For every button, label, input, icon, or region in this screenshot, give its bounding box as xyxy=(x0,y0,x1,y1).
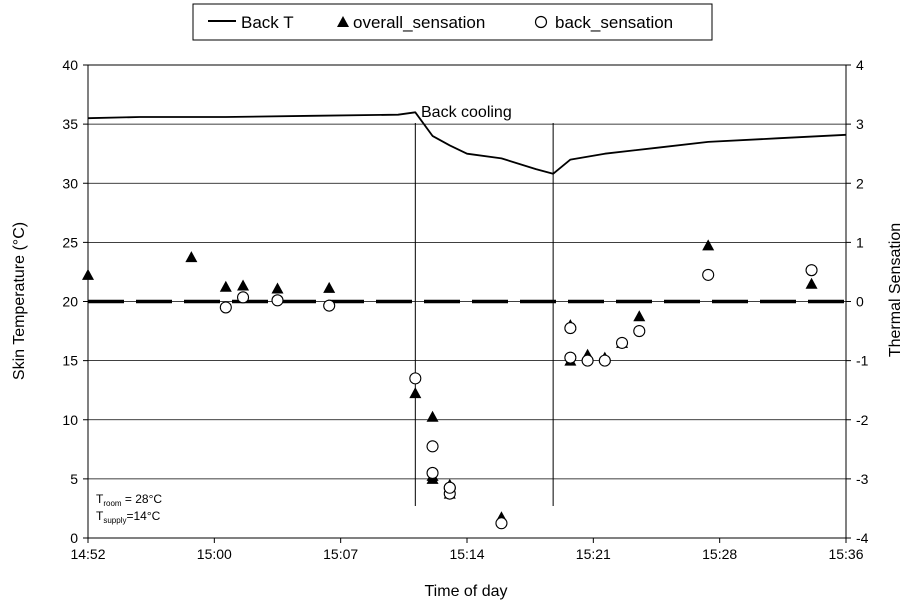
legend-circle-marker xyxy=(534,15,548,29)
left-tick-label-8: 40 xyxy=(62,57,78,73)
t-supply-annotation: Tsupply=14°C xyxy=(96,509,161,525)
back-sensation-point-15 xyxy=(615,336,629,349)
x-tick-label-5: 15:28 xyxy=(702,546,737,562)
x-tick-label-0: 14:52 xyxy=(70,546,105,562)
right-axis-ticks: -4 -3 -2 -1 0 1 2 3 4 xyxy=(846,57,869,546)
back-sensation-point-14 xyxy=(598,354,611,367)
back-sensation-point-1 xyxy=(236,291,250,304)
t-supply-value: =14°C xyxy=(126,509,160,523)
x-tick-label-4: 15:21 xyxy=(576,546,611,562)
legend-triangle-marker xyxy=(337,16,349,27)
back-sensation-point-5 xyxy=(426,440,439,453)
left-tick-label-4: 20 xyxy=(62,294,78,310)
overall-sensation-point-5 xyxy=(323,281,336,293)
overall-sensation-point-18 xyxy=(633,310,646,322)
right-axis-title: Thermal Sensation xyxy=(887,223,904,357)
right-tick-label-4: 0 xyxy=(856,294,864,310)
legend-box xyxy=(192,3,713,41)
back-sensation-point-9 xyxy=(443,481,456,494)
left-axis-ticks: 0 5 10 15 20 25 30 35 40 xyxy=(62,57,88,546)
back-sensation-point-16 xyxy=(633,325,646,338)
left-tick-label-0: 0 xyxy=(70,530,78,546)
back-sensation-point-10 xyxy=(495,517,508,530)
legend-label-overall-sensation: overall_sensation xyxy=(353,13,485,32)
back-sensation-point-2 xyxy=(271,294,284,307)
legend-label-back-sensation: back_sensation xyxy=(555,13,673,32)
back-sensation-point-4 xyxy=(409,372,422,385)
back-sensation-point-6 xyxy=(426,466,439,480)
left-tick-label-3: 15 xyxy=(62,353,78,369)
overall-sensation-point-3 xyxy=(237,279,250,291)
left-tick-label-7: 35 xyxy=(62,116,78,132)
right-tick-label-3: -1 xyxy=(856,353,869,369)
x-tick-label-2: 15:07 xyxy=(323,546,358,562)
overall-sensation-point-4 xyxy=(271,282,284,294)
t-supply-main: T xyxy=(96,509,104,523)
series-overall-sensation xyxy=(82,239,818,523)
back-sensation-point-3 xyxy=(323,299,336,312)
left-tick-label-2: 10 xyxy=(62,412,78,428)
back-t-line xyxy=(87,111,847,175)
legend-label-back-t: Back T xyxy=(241,13,294,32)
right-tick-label-2: -2 xyxy=(856,412,869,428)
back-sensation-point-0 xyxy=(219,301,232,314)
overall-sensation-point-1 xyxy=(185,251,198,263)
left-tick-label-1: 5 xyxy=(70,471,78,487)
right-tick-label-0: -4 xyxy=(856,530,869,546)
overall-sensation-point-7 xyxy=(426,410,439,422)
t-room-sub: room xyxy=(103,499,122,508)
t-room-value: = 28°C xyxy=(122,492,163,506)
back-sensation-point-13 xyxy=(581,354,594,367)
left-axis-title: Skin Temperature (°C) xyxy=(11,222,28,380)
back-cooling-annotation: Back cooling xyxy=(421,104,512,121)
left-tick-label-6: 30 xyxy=(62,175,78,191)
x-tick-label-6: 15:36 xyxy=(828,546,863,562)
right-tick-label-5: 1 xyxy=(856,234,864,250)
t-room-annotation: Troom = 28°C xyxy=(96,492,162,508)
left-tick-label-5: 25 xyxy=(62,234,78,250)
back-sensation-point-17 xyxy=(702,268,715,281)
legend: Back T overall_sensation back_sensation xyxy=(192,3,713,41)
right-tick-label-8: 4 xyxy=(856,57,864,73)
t-supply-sub: supply xyxy=(103,516,126,525)
back-sensation-point-18 xyxy=(805,264,818,277)
x-axis-title: Time of day xyxy=(425,583,508,600)
overall-sensation-point-0 xyxy=(82,268,94,280)
reference-lines xyxy=(88,123,846,506)
x-tick-label-1: 15:00 xyxy=(197,546,232,562)
overall-sensation-point-19 xyxy=(702,239,715,251)
right-tick-label-7: 3 xyxy=(856,116,864,132)
series-back-t xyxy=(87,111,847,175)
x-tick-label-3: 15:14 xyxy=(449,546,484,562)
series-back-sensation xyxy=(219,264,818,530)
overall-sensation-point-2 xyxy=(219,280,232,292)
right-tick-label-6: 2 xyxy=(856,175,864,191)
overall-sensation-point-20 xyxy=(805,277,818,289)
overall-sensation-point-6 xyxy=(409,387,422,399)
x-axis-ticks: 14:52 15:00 15:07 15:14 15:21 15:28 15:36 xyxy=(70,538,864,562)
back-sensation-point-12 xyxy=(564,351,577,364)
right-tick-label-1: -3 xyxy=(856,471,869,487)
back-sensation-point-11 xyxy=(564,322,577,335)
t-room-main: T xyxy=(96,492,104,506)
